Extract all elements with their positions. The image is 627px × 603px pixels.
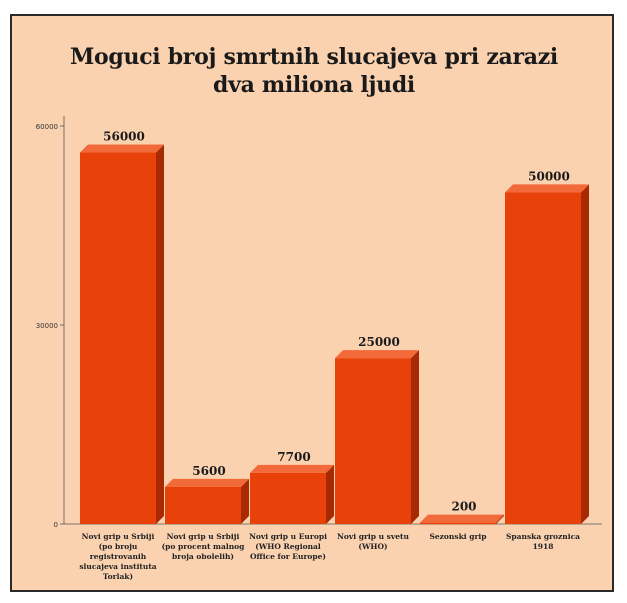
category-label: Novi grip u Srbiji (po procent malnog br… [161,532,245,561]
category-label: Sezonski grip [429,532,487,541]
bar [420,522,496,525]
category-label: Novi grip u svetu (WHO) [337,532,409,551]
bar-value-label: 200 [451,500,476,514]
bar-value-label: 5600 [192,464,225,478]
bar [335,358,411,524]
bar-value-label: 56000 [103,130,145,144]
bar-value-label: 7700 [277,450,310,464]
y-tick-label: 0 [54,521,58,529]
bar-top [420,514,504,523]
bar-value-label: 25000 [358,335,400,349]
bar-chart: 0 30000 60000 56000 5600 7700 25000 200 50000 [36,116,602,529]
bar-side [241,478,249,524]
bar [165,486,241,524]
category-label: Novi grip u Srbiji (po broju registrovan… [79,532,157,581]
bar-top [250,464,334,473]
chart-title-line-2: dva miliona ljudi [213,72,415,98]
bar-side [156,144,164,525]
chart-title-line-1: Moguci broj smrtnih slucajeva pri zarazi [70,44,558,70]
category-label: Novi grip u Europi (WHO Regional Office … [249,532,327,561]
bar-value-label: 50000 [528,169,570,183]
bar-top [80,144,164,153]
bar [505,192,581,525]
bar-top [335,350,419,359]
bar [80,152,156,525]
category-label: Spanska groznica 1918 [505,532,581,551]
bar-top [505,184,589,193]
y-tick-label: 30000 [36,322,58,330]
y-tick-label: 60000 [36,123,58,131]
bar-side [326,464,334,524]
chart-frame: Moguci broj smrtnih slucajeva pri zarazi… [10,14,614,592]
bar-side [496,514,504,524]
bar [250,472,326,524]
bar-top [165,478,249,487]
bar-side [581,184,589,525]
bar-side [411,350,419,524]
